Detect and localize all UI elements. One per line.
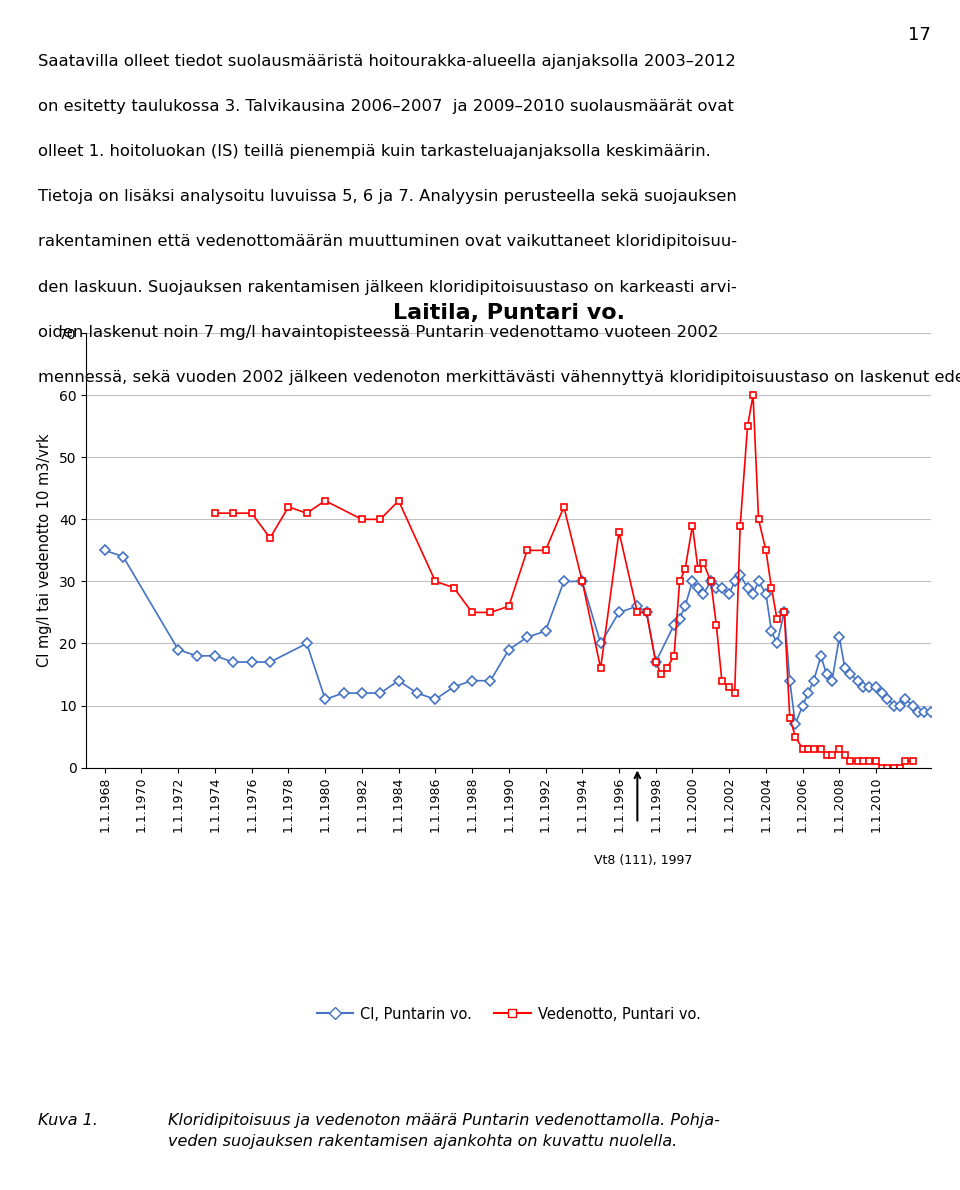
- Text: mennessä, sekä vuoden 2002 jälkeen vedenoton merkittävästi vähennyttyä kloridipi: mennessä, sekä vuoden 2002 jälkeen veden…: [38, 370, 960, 386]
- Text: oiden laskenut noin 7 mg/l havaintopisteessä Puntarin vedenottamo vuoteen 2002: oiden laskenut noin 7 mg/l havaintopiste…: [38, 325, 719, 340]
- Legend: Cl, Puntarin vo., Vedenotto, Puntari vo.: Cl, Puntarin vo., Vedenotto, Puntari vo.: [311, 1001, 707, 1027]
- Text: 17: 17: [908, 26, 931, 44]
- Text: den laskuun. Suojauksen rakentamisen jälkeen kloridipitoisuustaso on karkeasti a: den laskuun. Suojauksen rakentamisen jäl…: [38, 280, 737, 295]
- Title: Laitila, Puntari vo.: Laitila, Puntari vo.: [393, 303, 625, 324]
- Text: Tietoja on lisäksi analysoitu luvuissa 5, 6 ja 7. Analyysin perusteella sekä suo: Tietoja on lisäksi analysoitu luvuissa 5…: [38, 189, 737, 205]
- Text: olleet 1. hoitoluokan (IS) teillä pienempiä kuin tarkasteluajanjaksolla keskimää: olleet 1. hoitoluokan (IS) teillä pienem…: [38, 144, 711, 159]
- Text: Vt8 (111), 1997: Vt8 (111), 1997: [593, 854, 692, 868]
- Text: rakentaminen että vedenottomäärän muuttuminen ovat vaikuttaneet kloridipitoisuu-: rakentaminen että vedenottomäärän muuttu…: [38, 234, 737, 250]
- Text: Kuva 1.: Kuva 1.: [38, 1113, 98, 1128]
- Y-axis label: Cl mg/l tai vedenotto 10 m3/vrk: Cl mg/l tai vedenotto 10 m3/vrk: [37, 433, 52, 668]
- Text: Saatavilla olleet tiedot suolausmääristä hoitourakka-alueella ajanjaksolla 2003–: Saatavilla olleet tiedot suolausmääristä…: [38, 54, 736, 69]
- Text: Kloridipitoisuus ja vedenoton määrä Puntarin vedenottamolla. Pohja-
veden suojau: Kloridipitoisuus ja vedenoton määrä Punt…: [168, 1113, 720, 1150]
- Text: on esitetty taulukossa 3. Talvikausina 2006–2007  ja 2009–2010 suolausmäärät ova: on esitetty taulukossa 3. Talvikausina 2…: [38, 99, 734, 114]
